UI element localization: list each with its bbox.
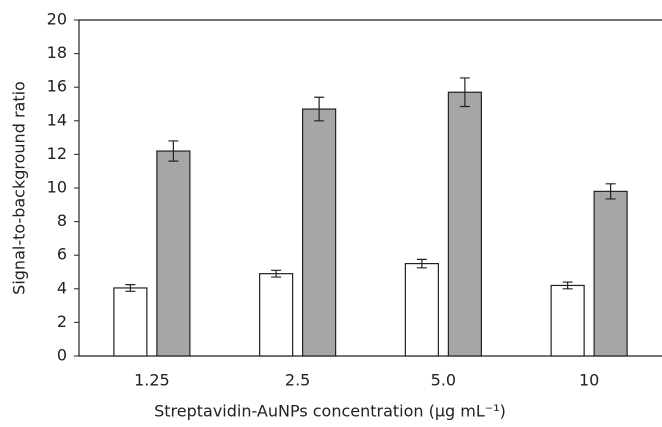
bar: [593, 190, 628, 357]
error-bar: [168, 140, 179, 162]
bar: [302, 108, 337, 357]
error-bar: [314, 96, 325, 122]
x-tick-label: 1.25: [134, 371, 170, 390]
error-bar: [271, 269, 282, 278]
y-tick-label: 12: [47, 144, 67, 163]
y-tick-label: 4: [57, 278, 67, 297]
y-tick-label: 10: [47, 178, 67, 197]
y-tick-label: 6: [57, 245, 67, 264]
y-tick-label: 0: [57, 346, 67, 365]
error-bar: [562, 281, 573, 290]
x-tick-label: 10: [579, 371, 599, 390]
y-tick-label: 20: [47, 10, 67, 29]
x-tick-label: 2.5: [285, 371, 310, 390]
y-tick-label: 18: [47, 43, 67, 62]
bar: [259, 273, 294, 357]
y-tick-label: 14: [47, 110, 67, 129]
y-axis-label: Signal-to-background ratio: [10, 81, 29, 295]
bar: [156, 150, 191, 357]
y-tick-label: 16: [47, 77, 67, 96]
y-tick-label: 8: [57, 211, 67, 230]
error-bar: [605, 183, 616, 200]
bar: [447, 91, 482, 357]
error-bar: [459, 77, 470, 108]
bar: [113, 287, 148, 357]
bar: [404, 263, 439, 357]
bar: [550, 284, 585, 357]
x-axis-label: Streptavidin-AuNPs concentration (μg mL⁻…: [154, 402, 506, 421]
error-bar: [125, 284, 136, 292]
error-bar: [416, 258, 427, 269]
y-tick-label: 2: [57, 312, 67, 331]
x-tick-label: 5.0: [431, 371, 456, 390]
